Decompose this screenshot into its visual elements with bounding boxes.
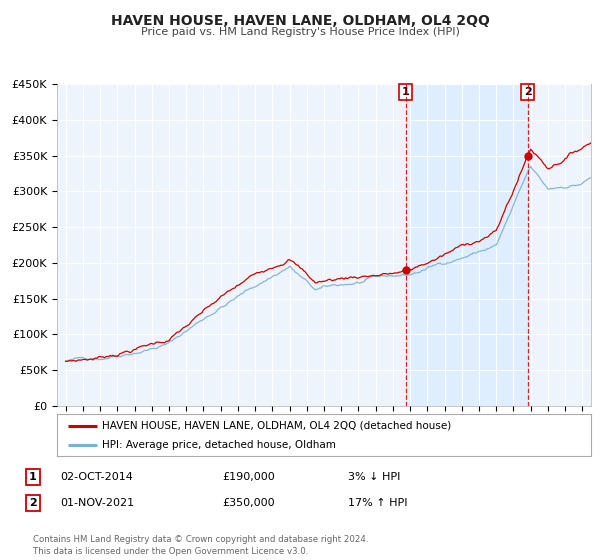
Text: HAVEN HOUSE, HAVEN LANE, OLDHAM, OL4 2QQ: HAVEN HOUSE, HAVEN LANE, OLDHAM, OL4 2QQ xyxy=(110,14,490,28)
Text: 17% ↑ HPI: 17% ↑ HPI xyxy=(348,498,407,508)
Text: 01-NOV-2021: 01-NOV-2021 xyxy=(60,498,134,508)
Text: £190,000: £190,000 xyxy=(222,472,275,482)
Text: Contains HM Land Registry data © Crown copyright and database right 2024.
This d: Contains HM Land Registry data © Crown c… xyxy=(33,535,368,556)
Text: 02-OCT-2014: 02-OCT-2014 xyxy=(60,472,133,482)
Text: 3% ↓ HPI: 3% ↓ HPI xyxy=(348,472,400,482)
Text: Price paid vs. HM Land Registry's House Price Index (HPI): Price paid vs. HM Land Registry's House … xyxy=(140,27,460,37)
Text: 1: 1 xyxy=(29,472,37,482)
Text: HAVEN HOUSE, HAVEN LANE, OLDHAM, OL4 2QQ (detached house): HAVEN HOUSE, HAVEN LANE, OLDHAM, OL4 2QQ… xyxy=(103,421,452,431)
Text: 2: 2 xyxy=(29,498,37,508)
Text: HPI: Average price, detached house, Oldham: HPI: Average price, detached house, Oldh… xyxy=(103,440,336,450)
Text: £350,000: £350,000 xyxy=(222,498,275,508)
Bar xyxy=(406,84,528,406)
Text: 1: 1 xyxy=(402,87,410,97)
Text: 2: 2 xyxy=(524,87,532,97)
